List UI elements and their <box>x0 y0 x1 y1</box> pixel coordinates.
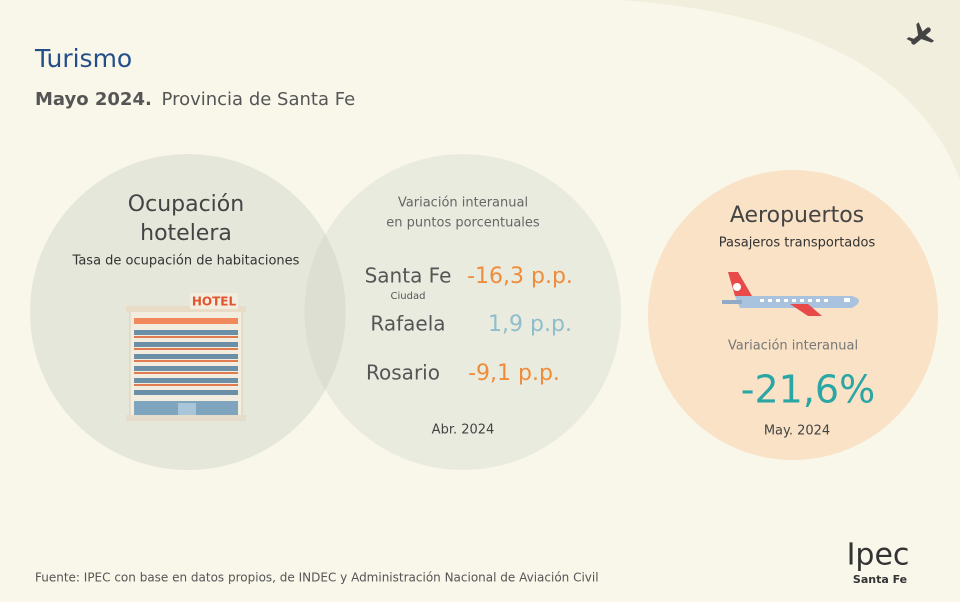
variation-title: Variación interanual <box>398 196 528 211</box>
airports-circle <box>648 170 938 460</box>
variation-period: Abr. 2024 <box>432 423 495 438</box>
hotel-title: hotelera <box>140 221 232 246</box>
city-value: 1,9 p.p. <box>488 312 572 337</box>
hotel-illustration: HOTEL <box>126 293 246 421</box>
airports-title: Aeropuertos <box>730 203 864 228</box>
hotel-sign: HOTEL <box>192 295 237 309</box>
city-value: -16,3 p.p. <box>467 264 573 289</box>
airports-period: May. 2024 <box>764 424 830 439</box>
source: Fuente: IPEC con base en datos propios, … <box>35 571 599 585</box>
airplane-illustration <box>722 272 859 316</box>
city-value: -9,1 p.p. <box>468 361 560 386</box>
subtitle-place: Provincia de Santa Fe <box>162 89 356 110</box>
airports-value: -21,6% <box>741 368 875 412</box>
city-name: Santa Fe <box>365 264 452 288</box>
title: Turismo <box>34 44 132 73</box>
circle-overlap <box>304 234 346 390</box>
hotel-subtitle: Tasa de ocupación de habitaciones <box>72 254 300 269</box>
plane-icon <box>906 22 935 45</box>
logo-sub: Santa Fe <box>853 573 907 586</box>
city-name: Rafaela <box>370 312 445 336</box>
airports-subtitle: Pasajeros transportados <box>719 236 876 251</box>
airports-label: Variación interanual <box>728 339 858 354</box>
subtitle: Mayo 2024. Provincia de Santa Fe <box>35 89 355 110</box>
variation-title: en puntos porcentuales <box>386 216 540 231</box>
variation-circle <box>305 154 621 470</box>
hotel-title: Ocupación <box>128 192 244 217</box>
city-name: Rosario <box>366 361 440 385</box>
logo: Ipec <box>847 538 910 573</box>
subtitle-date: Mayo 2024. <box>35 89 152 110</box>
city-note: Ciudad <box>391 291 426 302</box>
corner-arc <box>620 0 960 180</box>
